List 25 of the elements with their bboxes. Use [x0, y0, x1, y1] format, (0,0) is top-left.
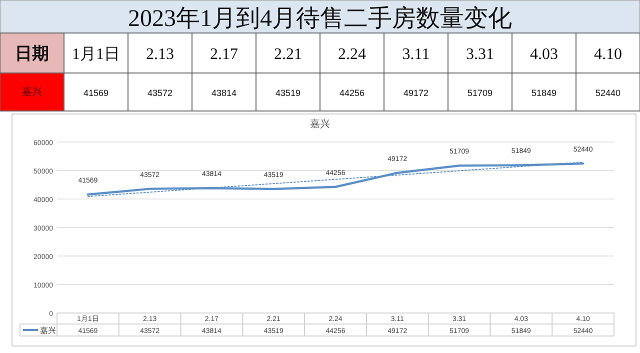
legend-label: 嘉兴	[40, 326, 56, 335]
x-axis-title: 日期	[15, 44, 49, 63]
legend: 嘉兴	[23, 326, 56, 335]
category-label: 1月1日	[72, 46, 120, 63]
category-label: 4.10	[594, 46, 622, 63]
title-band: 2023年1月到4月待售二手房数量变化	[0, 0, 640, 34]
text: 嘉兴	[22, 87, 42, 98]
data-label: 51709	[467, 88, 493, 98]
data-label: 51849	[531, 88, 557, 98]
data-label: 49172	[403, 88, 429, 98]
category-label: 3.31	[466, 46, 494, 63]
chart-title: 2023年1月到4月待售二手房数量变化	[128, 5, 512, 32]
category-label: 2.21	[274, 46, 302, 63]
category-label: 3.11	[402, 46, 430, 63]
data-label: 43814	[211, 88, 237, 98]
data-label: 43519	[275, 88, 301, 98]
category-label: 2.24	[338, 46, 366, 63]
chart-subtitle: 嘉兴	[310, 118, 330, 130]
category-label: 4.03	[530, 46, 558, 63]
category-label: 2.17	[210, 46, 238, 63]
data-label: 41569	[83, 88, 109, 98]
data-label: 44256	[339, 88, 365, 98]
category-label: 2.13	[146, 46, 174, 63]
data-label: 52440	[595, 88, 621, 98]
data-label: 43572	[147, 88, 173, 98]
